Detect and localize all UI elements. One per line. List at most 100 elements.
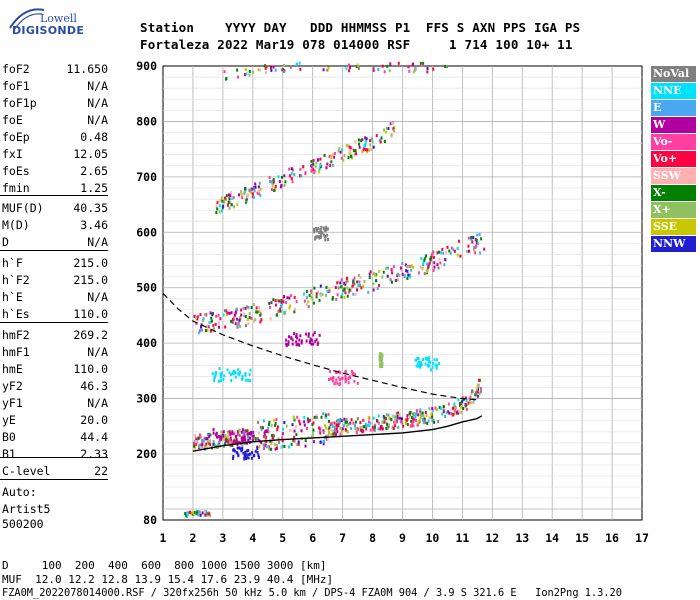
- echo-point: [422, 421, 425, 425]
- echo-cluster-point: [212, 428, 215, 432]
- echo-point: [450, 246, 453, 250]
- echo-cluster-point: [254, 449, 257, 453]
- param-row-9: M(D) 3.46: [2, 217, 108, 234]
- echo-point: [401, 421, 404, 425]
- echo-point: [427, 265, 430, 269]
- param-row-13: h`E N/A: [2, 289, 108, 306]
- echo-point: [216, 201, 219, 205]
- echo-point: [248, 73, 251, 77]
- echo-point: [432, 67, 435, 71]
- echo-point: [335, 424, 338, 428]
- echo-point: [290, 172, 293, 176]
- echo-cluster-point: [231, 371, 234, 375]
- echo-point: [433, 265, 436, 269]
- echo-point: [295, 300, 298, 304]
- echo-point: [422, 261, 425, 265]
- echo-point: [367, 290, 370, 294]
- echo-point: [415, 418, 418, 422]
- echo-point: [251, 195, 254, 199]
- echo-point: [212, 440, 215, 444]
- echo-point: [368, 424, 371, 428]
- echo-point: [305, 289, 308, 293]
- echo-point: [299, 167, 302, 171]
- echo-point: [290, 294, 293, 298]
- echo-cluster-point: [244, 373, 247, 377]
- echo-cluster-point: [380, 357, 383, 361]
- echo-point: [345, 144, 348, 148]
- param-value: N/A: [87, 96, 108, 110]
- echo-cluster-point: [224, 439, 227, 443]
- param-name: h`E: [2, 290, 23, 304]
- echo-cluster-point: [429, 368, 432, 372]
- echo-point: [306, 417, 309, 421]
- echo-point: [412, 265, 415, 269]
- echo-point: [364, 141, 367, 145]
- legend-item-nnw: NNW: [651, 236, 696, 252]
- echo-point: [204, 513, 207, 517]
- echo-point: [377, 414, 380, 418]
- echo-point: [206, 513, 209, 517]
- echo-point: [337, 418, 340, 422]
- echo-point: [357, 67, 360, 71]
- echo-point: [334, 427, 337, 431]
- echo-point: [461, 397, 464, 401]
- echo-cluster-point: [238, 373, 241, 377]
- echo-point: [317, 170, 320, 174]
- echo-point: [397, 411, 400, 415]
- echo-point: [252, 319, 255, 323]
- echo-cluster-point: [356, 381, 359, 385]
- echo-cluster-point: [212, 431, 215, 435]
- echo-cluster-point: [248, 372, 251, 376]
- echo-point: [374, 274, 377, 278]
- echo-point: [326, 289, 329, 293]
- legend-item-noval: NoVal: [651, 66, 696, 82]
- echo-point: [257, 438, 260, 442]
- echo-point: [330, 422, 333, 426]
- echo-point: [362, 284, 365, 288]
- echo-point: [289, 304, 292, 308]
- param-row-20: yE 20.0: [2, 412, 108, 429]
- echo-cluster-point: [380, 362, 383, 366]
- echo-point: [401, 261, 404, 265]
- echo-point: [319, 157, 322, 161]
- echo-point: [278, 180, 281, 184]
- echo-cluster-point: [307, 334, 310, 338]
- echo-point: [198, 329, 201, 333]
- echo-point: [275, 313, 278, 317]
- echo-cluster-point: [228, 371, 231, 375]
- echo-point: [469, 401, 472, 405]
- echo-point: [230, 439, 233, 443]
- echo-point: [323, 153, 326, 157]
- muf-curve: [162, 292, 478, 401]
- echo-cluster-point: [331, 376, 334, 380]
- echo-point: [401, 272, 404, 276]
- param-value: 215.0: [73, 273, 108, 287]
- echo-point: [458, 239, 461, 243]
- echo-point: [312, 160, 315, 164]
- echo-cluster-point: [291, 338, 294, 342]
- param-row-23: C-level 22: [2, 463, 108, 480]
- echo-cluster-point: [241, 376, 244, 380]
- echo-point: [236, 433, 239, 437]
- echo-point: [447, 402, 450, 406]
- echo-point: [194, 434, 197, 438]
- echo-point: [223, 309, 226, 313]
- echo-point: [396, 414, 399, 418]
- echo-point: [458, 403, 461, 407]
- echo-point: [353, 276, 356, 280]
- echo-cluster-point: [339, 378, 342, 382]
- x-tick-label: 1: [160, 531, 167, 545]
- echo-cluster-point: [251, 438, 254, 442]
- echo-point: [253, 187, 256, 191]
- echo-point: [275, 418, 278, 422]
- param-name: h`F2: [2, 273, 30, 287]
- echo-cluster-point: [235, 451, 238, 455]
- echo-point: [361, 150, 364, 154]
- echo-point: [332, 296, 335, 300]
- echo-point: [254, 318, 257, 322]
- echo-point: [224, 325, 227, 329]
- echo-point: [193, 314, 196, 318]
- echo-cluster-point: [229, 432, 232, 436]
- echo-point: [386, 422, 389, 426]
- echo-point: [419, 61, 422, 65]
